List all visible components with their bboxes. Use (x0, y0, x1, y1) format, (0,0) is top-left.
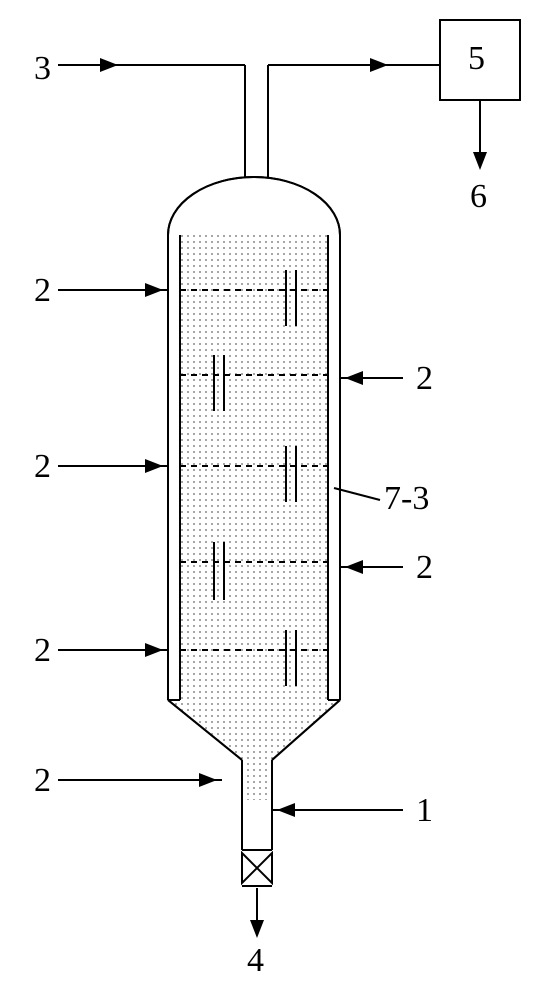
inlet-1 (272, 803, 403, 817)
label-6: 6 (470, 178, 487, 216)
outlet-4 (250, 888, 264, 938)
label-2b: 2 (416, 360, 433, 398)
label-2d: 2 (416, 549, 433, 587)
label-2f: 2 (34, 762, 51, 800)
label-2c: 2 (34, 448, 51, 486)
pipe-top (58, 58, 440, 178)
label-4: 4 (247, 942, 264, 980)
label-2a: 2 (34, 272, 51, 310)
label-3: 3 (34, 50, 51, 88)
packed-bed-fill (168, 235, 340, 800)
label-1: 1 (416, 792, 433, 830)
label-5: 5 (468, 40, 485, 78)
label-7: 7-3 (384, 480, 429, 518)
pipe-box-out (473, 100, 487, 170)
column-dome (168, 177, 340, 235)
label-2e: 2 (34, 632, 51, 670)
valve-icon (242, 850, 272, 886)
process-diagram (0, 0, 550, 1000)
